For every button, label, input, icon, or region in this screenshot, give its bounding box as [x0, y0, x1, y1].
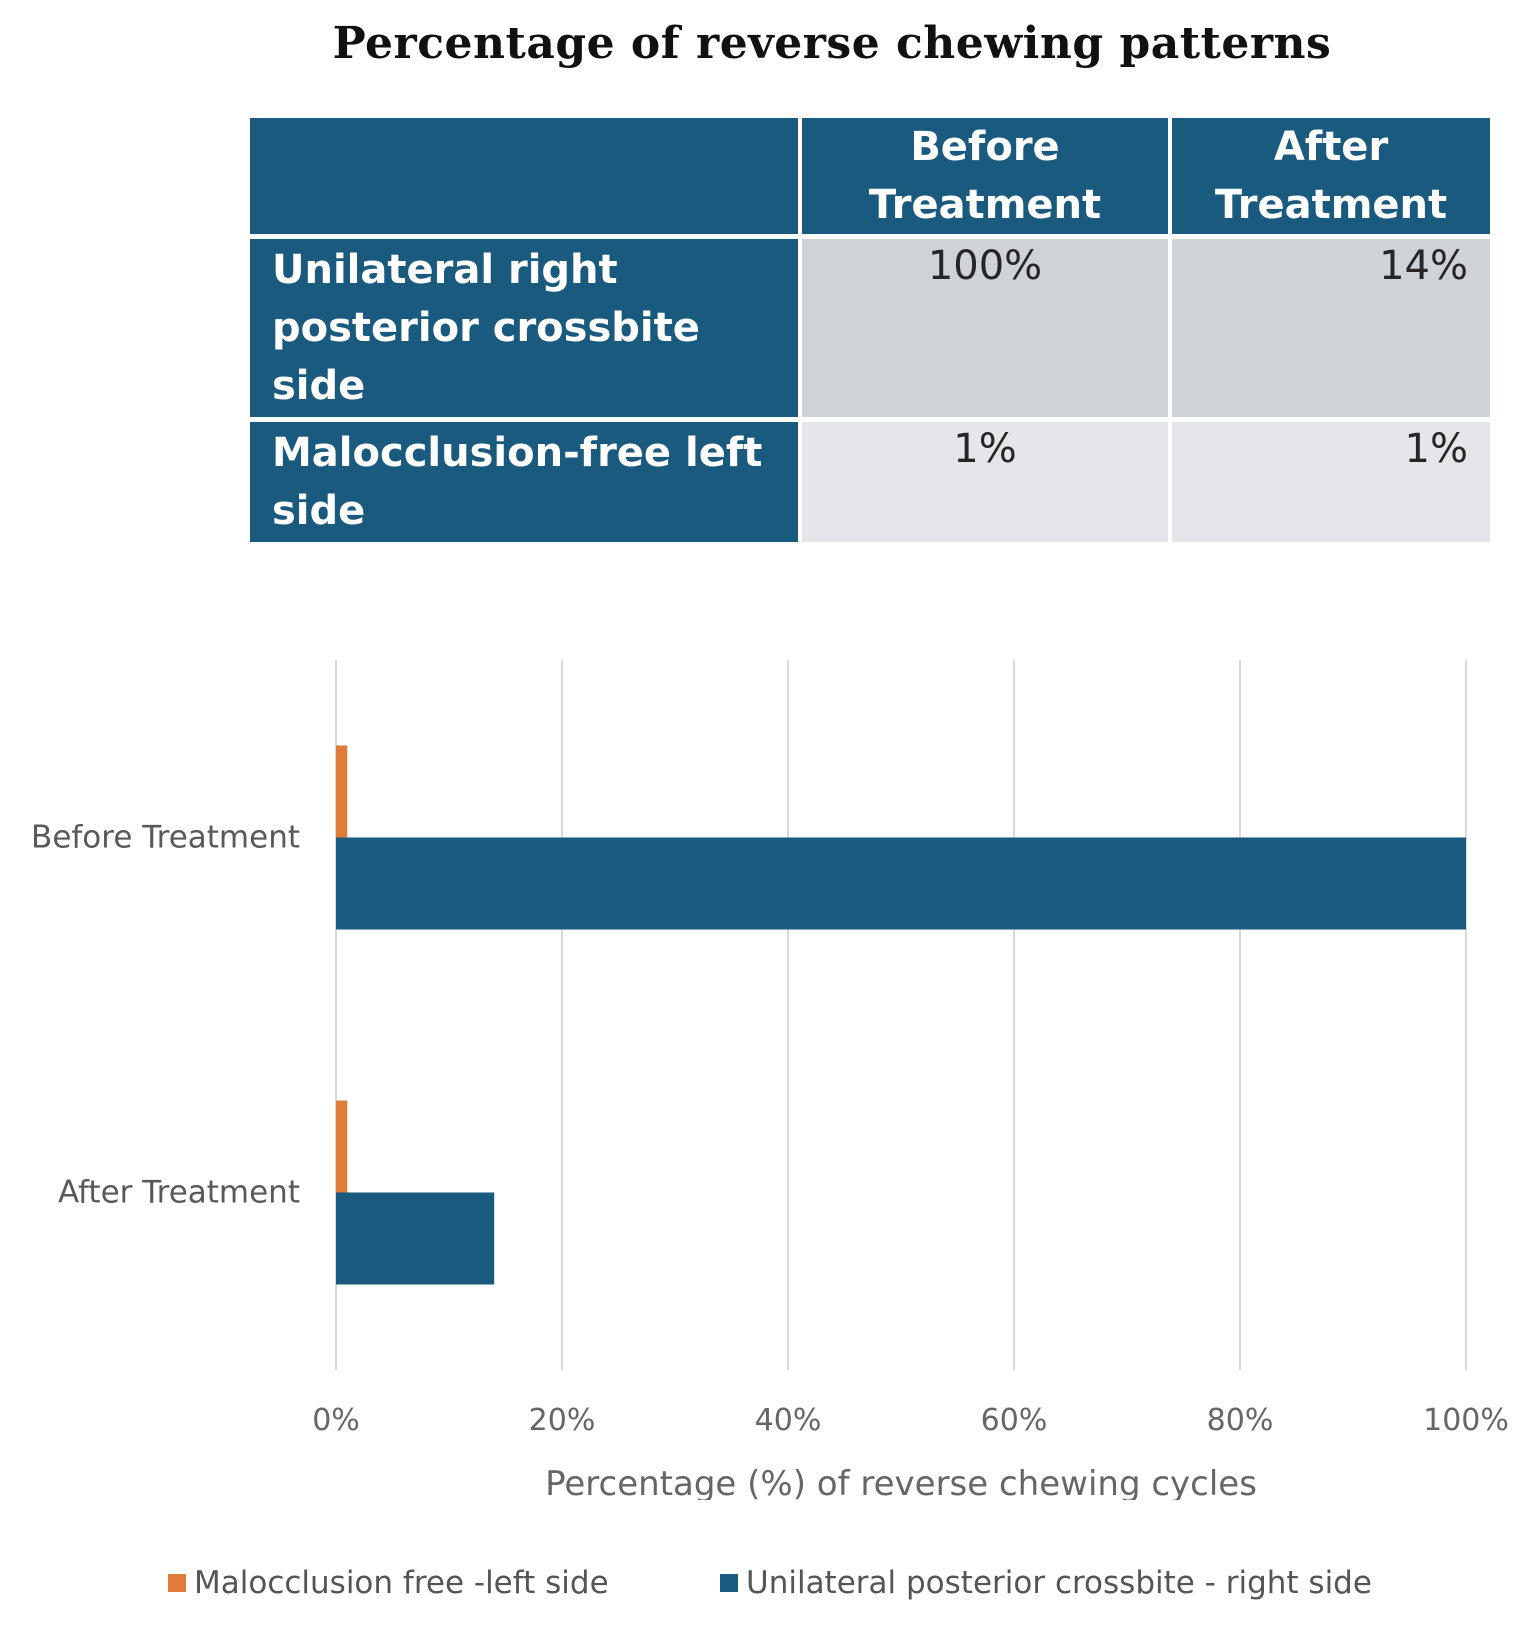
x-tick-label: 80% — [1207, 1403, 1274, 1438]
x-tick-label: 0% — [312, 1403, 360, 1438]
category-label: After Treatment — [58, 1175, 300, 1211]
table-header-before: Before Treatment — [802, 118, 1168, 234]
row-label: Unilateral right posterior crossbite sid… — [250, 239, 798, 417]
legend-swatch-orange — [168, 1574, 186, 1592]
legend-item-right-side: Unilateral posterior crossbite - right s… — [720, 1565, 1372, 1601]
row-label: Malocclusion-free left side — [250, 422, 798, 542]
legend-label: Malocclusion free -left side — [194, 1565, 609, 1601]
table-row: Malocclusion-free left side 1% 1% — [250, 422, 1490, 542]
cell-before: 100% — [802, 239, 1168, 417]
cell-before: 1% — [802, 422, 1168, 542]
x-tick-label: 100% — [1423, 1403, 1509, 1438]
table-header-row: Before Treatment After Treatment — [250, 118, 1490, 234]
bar-chart: 0% 20% 40% 60% 80% 100% Percentage (%) of reve… — [31, 660, 1509, 1500]
chart-legend: Malocclusion free -left side Unilateral … — [0, 1565, 1524, 1615]
table-header-blank — [250, 118, 798, 234]
table-row: Unilateral right posterior crossbite sid… — [250, 239, 1490, 417]
legend-label: Unilateral posterior crossbite - right s… — [746, 1565, 1372, 1601]
cell-after: 1% — [1172, 422, 1490, 542]
page-title: Percentage of reverse chewing patterns — [332, 18, 1332, 69]
legend-item-left-side: Malocclusion free -left side — [168, 1565, 609, 1601]
x-tick-label: 60% — [981, 1403, 1048, 1438]
legend-swatch-blue — [720, 1574, 738, 1592]
cell-after: 14% — [1172, 239, 1490, 417]
bar — [336, 745, 348, 838]
bar — [336, 837, 1466, 930]
x-tick-label: 40% — [755, 1403, 822, 1438]
summary-table: Before Treatment After Treatment Unilate… — [246, 113, 1494, 547]
x-tick-label: 20% — [529, 1403, 596, 1438]
x-axis-title: Percentage (%) of reverse chewing cycles — [545, 1464, 1257, 1500]
category-label: Before Treatment — [31, 820, 300, 856]
table-header-after: After Treatment — [1172, 118, 1490, 234]
bar — [336, 1192, 495, 1285]
bar — [336, 1100, 348, 1193]
